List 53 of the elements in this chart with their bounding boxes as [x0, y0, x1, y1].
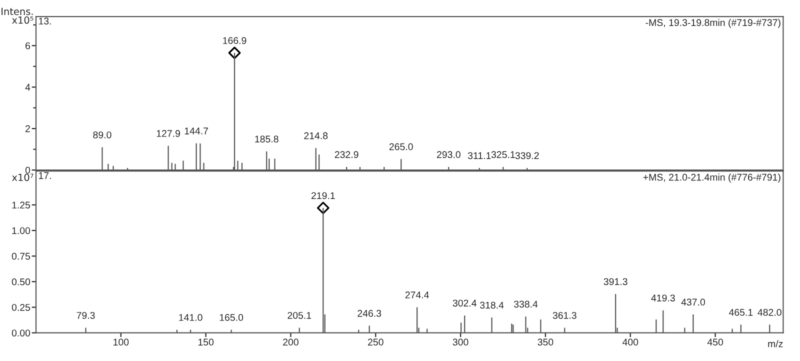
annotation: 89.0 [93, 131, 112, 138]
x-tick-label: 450 [707, 338, 724, 346]
y-tick-label: 0.50 [12, 278, 30, 286]
y-tick-label: 6 [26, 42, 30, 50]
chart-title: +MS, 21.0-21.4min (#776-#791) [643, 174, 780, 183]
annotation: 141.0 [179, 314, 202, 321]
annotation: 219.1 [311, 192, 335, 200]
x-tick-label: 400 [622, 338, 638, 346]
y-tick-label: 2 [26, 125, 30, 132]
x-axis-title: m/z [768, 340, 783, 348]
annotation: 419.3 [651, 294, 675, 302]
annotation: 246.3 [358, 310, 382, 317]
y-tick-label: 0.75 [12, 252, 30, 260]
annotation: 293.0 [436, 151, 460, 158]
annotation: 338.4 [514, 300, 538, 308]
y-axis-title: x10⁷ [12, 174, 34, 182]
x-tick-label: 200 [283, 338, 298, 346]
y-tick-label: 0 [25, 166, 30, 174]
annotation: 311.1 [468, 152, 491, 160]
y-tick-label: 0.00 [12, 330, 30, 336]
x-tick-label: 150 [198, 338, 214, 346]
annotation: 318.4 [480, 302, 504, 309]
annotation: 265.0 [389, 143, 413, 150]
annotation: 465.1 [728, 308, 753, 316]
annotation: 339.2 [515, 152, 539, 160]
annotation: 79.3 [76, 312, 95, 319]
annotation: 482.0 [758, 308, 782, 316]
y-tick-label: 1.25 [12, 202, 30, 209]
y-tick-label: 1.00 [12, 227, 30, 234]
x-tick-label: 250 [368, 338, 384, 346]
y-axis-title: Intens. x10⁵ [2, 8, 34, 24]
annotation: 166.9 [223, 37, 246, 44]
annotation: 325.1 [491, 151, 515, 158]
annotation: 165.0 [220, 314, 244, 321]
y-tick-label: 4 [25, 84, 30, 91]
x-tick-label: 300 [452, 338, 468, 346]
annotation: 17. [38, 172, 51, 179]
annotation: 13. [38, 18, 51, 25]
annotation: 214.8 [304, 132, 328, 140]
chart-title: -MS, 19.3-19.8min (#719-#737) [646, 18, 780, 28]
x-tick-label: 100 [114, 338, 129, 346]
annotation: 437.0 [681, 298, 705, 306]
annotation: 302.4 [452, 300, 476, 307]
annotation: 127.9 [156, 130, 180, 137]
y-tick-label: 0.25 [12, 304, 30, 311]
annotation: 185.8 [255, 136, 278, 143]
annotation: 391.3 [604, 278, 628, 286]
annotation: 205.1 [288, 312, 312, 319]
annotation: 274.4 [405, 292, 429, 298]
annotation: 144.7 [184, 128, 208, 134]
annotation: 232.9 [334, 151, 358, 158]
annotation: 361.3 [552, 312, 576, 319]
x-tick-label: 350 [538, 338, 554, 346]
